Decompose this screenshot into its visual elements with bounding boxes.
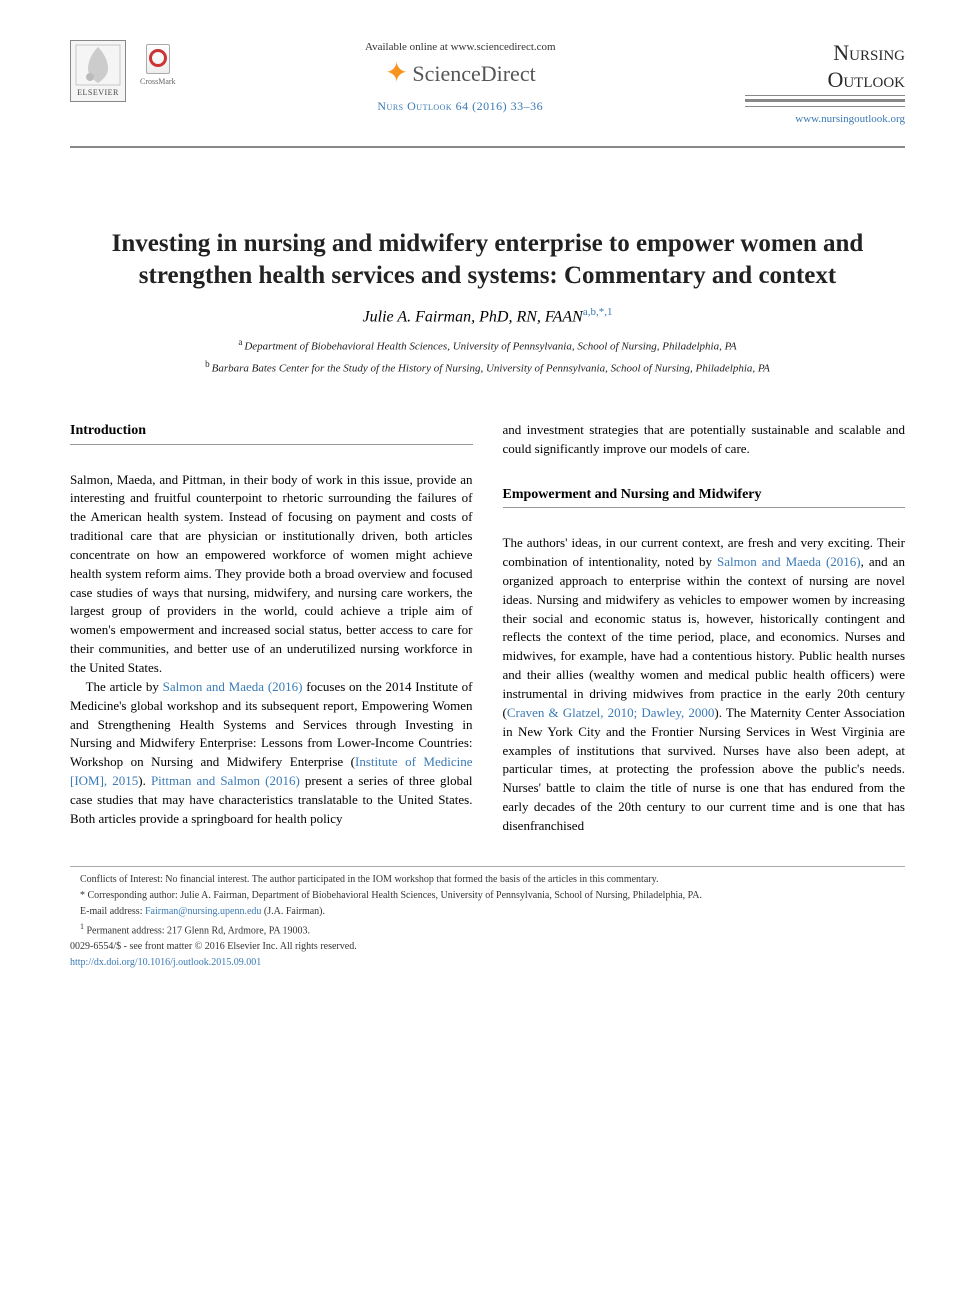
citation-link[interactable]: Pittman and Salmon (2016) bbox=[151, 773, 300, 788]
empowerment-paragraph-1: The authors' ideas, in our current conte… bbox=[503, 534, 906, 836]
affil-marker-a: a bbox=[238, 337, 242, 347]
elsevier-logo[interactable]: ELSEVIER bbox=[70, 40, 126, 102]
footnote-email: E-mail address: Fairman@nursing.upenn.ed… bbox=[70, 905, 905, 919]
footnote-corresponding: * Corresponding author: Julie A. Fairman… bbox=[70, 889, 905, 903]
column-left: Introduction Salmon, Maeda, and Pittman,… bbox=[70, 421, 473, 835]
header-separator bbox=[70, 146, 905, 148]
email-suffix: (J.A. Fairman). bbox=[261, 906, 325, 917]
intro-paragraph-2: The article by Salmon and Maeda (2016) f… bbox=[70, 678, 473, 829]
crossmark-badge[interactable]: CrossMark bbox=[140, 44, 176, 88]
header-center: Available online at www.sciencedirect.co… bbox=[176, 40, 745, 115]
sd-swirl-icon: ✦ bbox=[385, 60, 408, 88]
header-right: Nursing Outlook www.nursingoutlook.org bbox=[745, 40, 905, 128]
journal-title-1: Nursing bbox=[745, 40, 905, 65]
footnote-permanent: 1 Permanent address: 217 Glenn Rd, Ardmo… bbox=[70, 921, 905, 938]
affil-text-a: Department of Biobehavioral Health Scien… bbox=[244, 341, 736, 353]
crossmark-label: CrossMark bbox=[140, 76, 176, 88]
affiliation-b: bBarbara Bates Center for the Study of t… bbox=[70, 358, 905, 378]
journal-url-link[interactable]: www.nursingoutlook.org bbox=[795, 113, 905, 125]
affiliation-a: aDepartment of Biobehavioral Health Scie… bbox=[70, 336, 905, 356]
header-left: ELSEVIER CrossMark bbox=[70, 40, 176, 102]
perm-text: Permanent address: 217 Glenn Rd, Ardmore… bbox=[84, 925, 310, 936]
footnote-issn: 0029-6554/$ - see front matter © 2016 El… bbox=[70, 940, 905, 954]
page-header: ELSEVIER CrossMark Available online at w… bbox=[70, 40, 905, 128]
citation-link[interactable]: Craven & Glatzel, 2010; Dawley, 2000 bbox=[507, 705, 715, 720]
affil-text-b: Barbara Bates Center for the Study of th… bbox=[212, 362, 770, 374]
elsevier-tree-icon bbox=[74, 43, 122, 87]
footnotes: Conflicts of Interest: No financial inte… bbox=[70, 866, 905, 970]
footnote-doi: http://dx.doi.org/10.1016/j.outlook.2015… bbox=[70, 956, 905, 970]
sd-name: ScienceDirect bbox=[412, 58, 535, 90]
crossmark-icon bbox=[146, 44, 170, 74]
section-head-introduction: Introduction bbox=[70, 421, 473, 444]
elsevier-label: ELSEVIER bbox=[77, 87, 119, 99]
corresponding-label: * Corresponding author: bbox=[80, 890, 178, 901]
author-line: Julie A. Fairman, PhD, RN, FAANa,b,*,1 bbox=[70, 305, 905, 329]
journal-rule-icon bbox=[745, 95, 905, 107]
author-name: Julie A. Fairman, PhD, RN, FAAN bbox=[363, 308, 583, 325]
available-online-text: Available online at www.sciencedirect.co… bbox=[186, 40, 735, 56]
author-markers: a,b,*,1 bbox=[583, 306, 613, 318]
doi-link[interactable]: http://dx.doi.org/10.1016/j.outlook.2015… bbox=[70, 957, 261, 968]
citation-line: Nurs Outlook 64 (2016) 33–36 bbox=[186, 98, 735, 115]
citation-link[interactable]: Salmon and Maeda (2016) bbox=[717, 554, 861, 569]
sciencedirect-logo[interactable]: ✦ ScienceDirect bbox=[186, 58, 735, 90]
email-label: E-mail address: bbox=[80, 906, 145, 917]
body-columns: Introduction Salmon, Maeda, and Pittman,… bbox=[70, 421, 905, 835]
intro-paragraph-1: Salmon, Maeda, and Pittman, in their bod… bbox=[70, 471, 473, 678]
article-title: Investing in nursing and midwifery enter… bbox=[100, 228, 875, 293]
citation-link[interactable]: Salmon and Maeda (2016) bbox=[163, 679, 303, 694]
journal-title-2: Outlook bbox=[745, 67, 905, 92]
affil-marker-b: b bbox=[205, 359, 210, 369]
corresponding-text: Julie A. Fairman, Department of Biobehav… bbox=[178, 890, 702, 901]
col2-continuation: and investment strategies that are poten… bbox=[503, 421, 906, 459]
email-link[interactable]: Fairman@nursing.upenn.edu bbox=[145, 906, 261, 917]
section-head-empowerment: Empowerment and Nursing and Midwifery bbox=[503, 485, 906, 508]
column-right: and investment strategies that are poten… bbox=[503, 421, 906, 835]
footnote-conflicts: Conflicts of Interest: No financial inte… bbox=[70, 873, 905, 887]
